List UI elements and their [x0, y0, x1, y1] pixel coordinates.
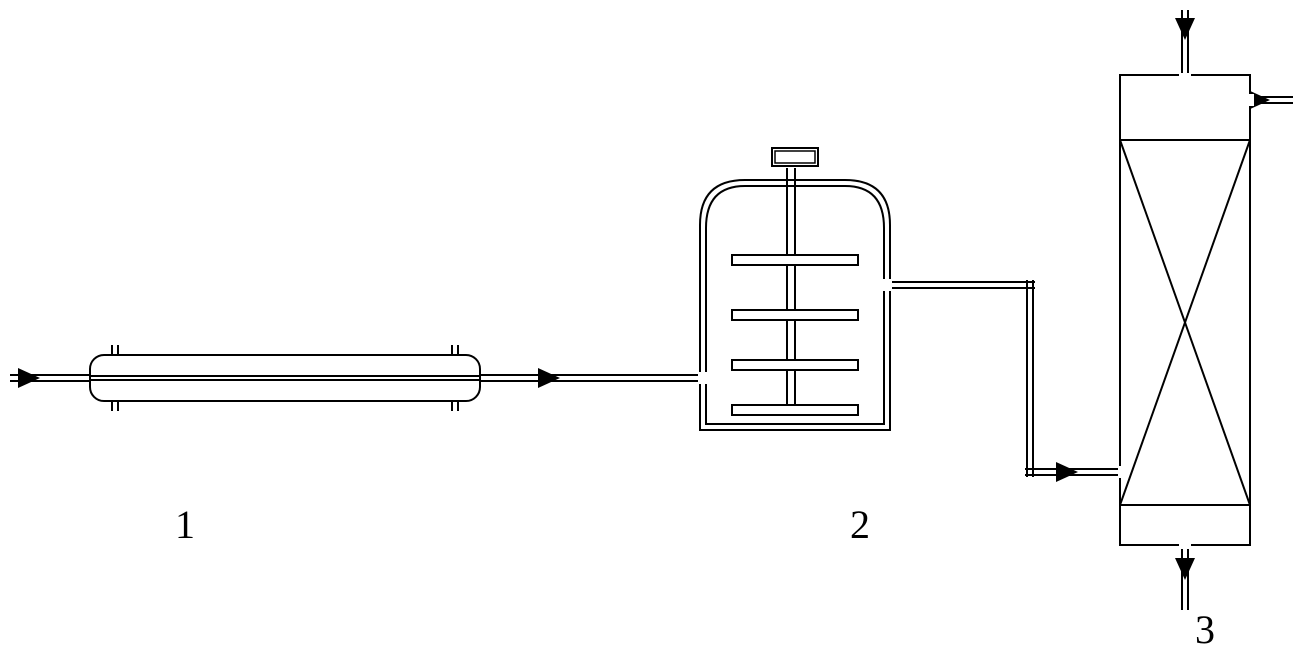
packed-column	[1120, 75, 1250, 545]
label-unit-2: 2	[850, 501, 870, 548]
label-unit-3: 3	[1195, 606, 1215, 653]
process-flow-diagram	[0, 0, 1293, 663]
label-unit-1: 1	[175, 501, 195, 548]
heat-exchanger	[90, 355, 480, 401]
